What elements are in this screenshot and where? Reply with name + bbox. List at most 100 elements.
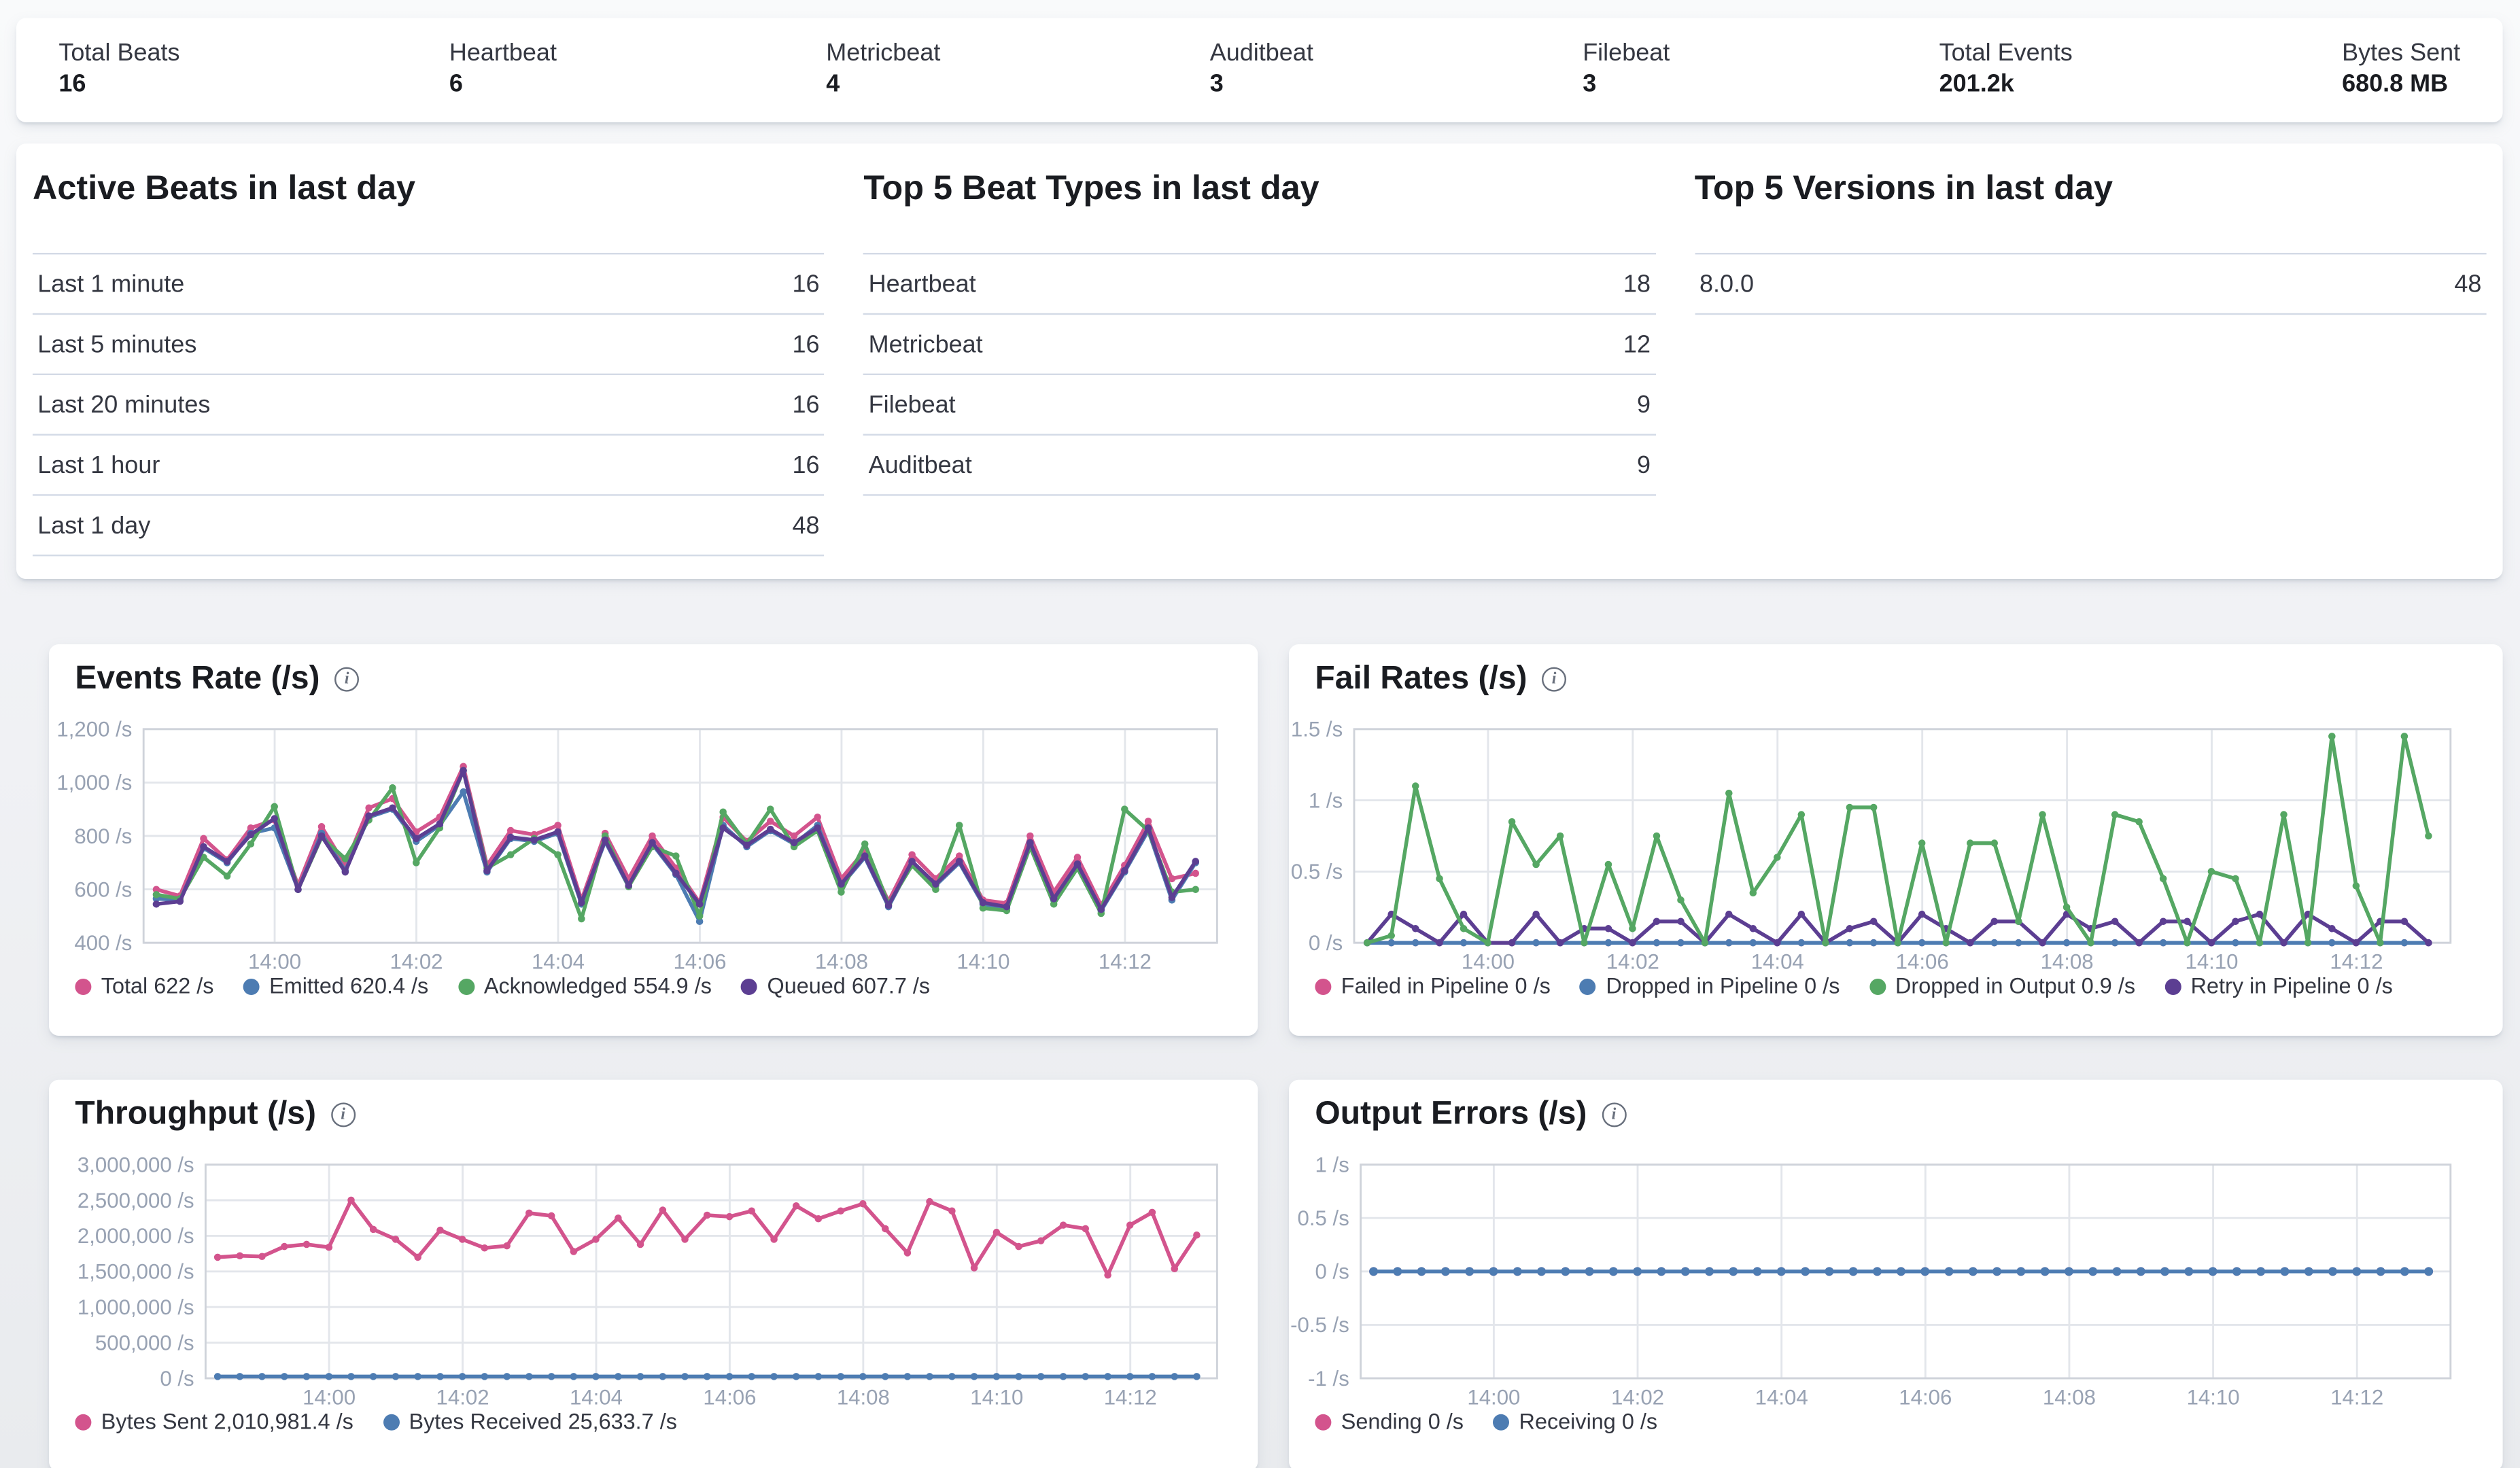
- legend-item-retry-in-pipeline[interactable]: Retry in Pipeline 0 /s: [2164, 974, 2393, 998]
- data-point: [1144, 818, 1152, 825]
- legend-item-total[interactable]: Total 622 /s: [75, 973, 214, 998]
- data-point: [2159, 917, 2167, 926]
- data-point: [993, 1228, 1001, 1236]
- data-point: [213, 1253, 222, 1261]
- legend-item-bytes-sent[interactable]: Bytes Sent 2,010,981.4 /s: [75, 1410, 353, 1434]
- data-point: [365, 804, 373, 811]
- fail-rates-chart[interactable]: 1.5 /s 1 /s 0.5 /s 0 /s 14:00 14:02 14:04 14:06…: [1289, 644, 2503, 1036]
- data-point: [615, 1214, 622, 1222]
- row-value: 48: [2454, 270, 2482, 298]
- data-point: [1825, 1267, 1834, 1276]
- legend-item-acknowledged[interactable]: Acknowledged 554.9 /s: [458, 973, 712, 998]
- data-point: [247, 824, 255, 832]
- legend-item-sending[interactable]: Sending 0 /s: [1315, 1410, 1464, 1434]
- data-point: [932, 886, 939, 893]
- data-point: [1846, 939, 1854, 947]
- data-point: [281, 1373, 288, 1380]
- legend-label: Emitted 620.4 /s: [269, 973, 429, 998]
- info-icon[interactable]: i: [1542, 667, 1567, 692]
- data-point: [592, 1373, 600, 1380]
- data-point: [1918, 939, 1926, 947]
- legend-label: Dropped in Output 0.9 /s: [1895, 973, 2136, 998]
- stat-value: 201.2k: [1939, 70, 2014, 98]
- legend-item-receiving[interactable]: Receiving 0 /s: [1493, 1410, 1657, 1434]
- data-point: [770, 1373, 778, 1380]
- data-point: [861, 840, 869, 848]
- table-row: Last 1 hour 16: [33, 436, 825, 496]
- data-point: [814, 1373, 823, 1380]
- data-point: [1192, 869, 1200, 877]
- summary-stats-bar: Total Beats 16 Heartbeat 6 Metricbeat 4 Auditb…: [16, 18, 2503, 123]
- legend-item-dropped-in-pipeline[interactable]: Dropped in Pipeline 0 /s: [1579, 974, 1840, 998]
- y-axis-tick-label: 1 /s: [1315, 1153, 1349, 1176]
- legend-label: Acknowledged 554.9 /s: [483, 973, 712, 998]
- data-point: [1073, 860, 1082, 868]
- data-point: [1797, 910, 1806, 918]
- data-point: [1701, 939, 1709, 947]
- data-point: [1653, 939, 1661, 947]
- data-point: [649, 839, 656, 847]
- data-point: [1171, 1373, 1179, 1380]
- data-point: [2232, 939, 2239, 947]
- data-point: [903, 1249, 912, 1257]
- data-point: [2184, 917, 2191, 926]
- data-point: [152, 891, 160, 898]
- gridlines: [143, 728, 1218, 944]
- table-row: Last 1 minute 16: [33, 254, 825, 315]
- row-label: Filebeat: [868, 390, 956, 419]
- data-point: [955, 858, 963, 865]
- data-point: [1918, 910, 1926, 918]
- series-bytes-received: [213, 1373, 1201, 1380]
- info-icon[interactable]: i: [330, 1102, 356, 1128]
- table-row: 8.0.0 48: [1694, 254, 2487, 315]
- data-point: [1126, 1373, 1134, 1380]
- data-point: [615, 1373, 622, 1380]
- data-point: [341, 855, 349, 862]
- data-point: [347, 1373, 355, 1380]
- legend-label: Bytes Sent 2,010,981.4 /s: [101, 1409, 353, 1434]
- data-point: [636, 1240, 644, 1248]
- legend-item-dropped-in-output[interactable]: Dropped in Output 0.9 /s: [1869, 974, 2135, 998]
- output-errors-chart[interactable]: 1 /s 0.5 /s 0 /s -0.5 /s -1 /s 14:00 14:02 14:0…: [1289, 1080, 2503, 1468]
- legend-item-failed-in-pipeline[interactable]: Failed in Pipeline 0 /s: [1315, 973, 1551, 998]
- data-point: [341, 868, 349, 876]
- gridlines: [205, 1164, 1218, 1380]
- data-point: [1037, 1373, 1045, 1380]
- legend-label: Failed in Pipeline 0 /s: [1341, 973, 1551, 998]
- data-point: [1126, 1221, 1134, 1229]
- legend-item-emitted[interactable]: Emitted 620.4 /s: [243, 973, 429, 998]
- y-axis-tick-label: 1,000,000 /s: [77, 1295, 194, 1319]
- stat-metricbeat: Metricbeat 4: [826, 39, 940, 98]
- legend-item-queued[interactable]: Queued 607.7 /s: [741, 974, 930, 998]
- throughput-chart[interactable]: 3,000,000 /s 2,500,000 /s 2,000,000 /s 1,50…: [49, 1080, 1258, 1468]
- row-value: 16: [792, 330, 820, 358]
- data-point: [1073, 854, 1082, 861]
- list-panel-top-versions: Top 5 Versions in last day 8.0.0 48: [1694, 168, 2487, 556]
- data-point: [1942, 939, 1950, 947]
- data-point: [1604, 925, 1612, 932]
- x-axis-tick-label: 14:12: [2330, 950, 2383, 974]
- series-acknowledged-line: [154, 769, 1198, 921]
- data-point: [412, 835, 420, 843]
- info-icon[interactable]: i: [1602, 1102, 1627, 1128]
- data-point: [414, 1253, 421, 1261]
- events-rate-chart[interactable]: 1,200 /s 1,000 /s 800 /s 600 /s 400 /s 14:00 1…: [49, 644, 1258, 1036]
- data-point: [2111, 939, 2119, 947]
- series-bytes-sent-line: [215, 1198, 1199, 1277]
- data-point: [2039, 811, 2046, 818]
- stat-label: Total Events: [1939, 39, 2073, 67]
- data-point: [790, 832, 798, 840]
- x-axis-tick-label: 14:02: [390, 950, 443, 974]
- data-point: [2400, 939, 2409, 947]
- data-point: [908, 858, 916, 865]
- stat-label: Heartbeat: [449, 39, 557, 67]
- throughput-panel: 3,000,000 /s 2,500,000 /s 2,000,000 /s 1,50…: [49, 1079, 1258, 1468]
- row-label: Last 1 day: [37, 511, 151, 540]
- y-axis-tick-label: 1 /s: [1309, 788, 1343, 812]
- data-point: [1387, 932, 1395, 939]
- info-icon[interactable]: i: [334, 667, 360, 692]
- legend-item-bytes-received[interactable]: Bytes Received 25,633.7 /s: [383, 1410, 677, 1434]
- legend-label: Total 622 /s: [101, 973, 214, 998]
- data-point: [392, 1236, 400, 1243]
